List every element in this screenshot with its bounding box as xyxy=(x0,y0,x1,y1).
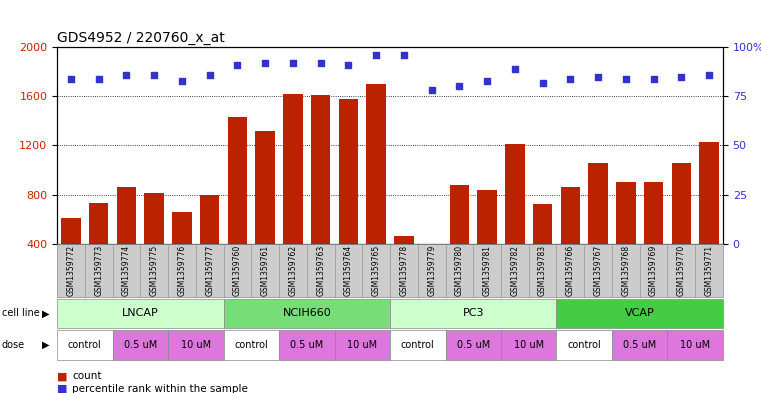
Bar xyxy=(367,84,386,244)
Text: GSM1359772: GSM1359772 xyxy=(66,244,75,296)
Bar xyxy=(116,187,136,244)
Text: 10 uM: 10 uM xyxy=(347,340,377,350)
Bar xyxy=(450,185,469,244)
Text: GSM1359777: GSM1359777 xyxy=(205,244,214,296)
Bar xyxy=(505,144,524,244)
Point xyxy=(454,83,466,90)
Text: ■: ■ xyxy=(57,371,68,382)
Text: control: control xyxy=(234,340,268,350)
Point xyxy=(231,62,244,68)
Text: GSM1359770: GSM1359770 xyxy=(677,244,686,296)
Point xyxy=(648,75,660,82)
Point xyxy=(120,72,132,78)
Text: GSM1359780: GSM1359780 xyxy=(455,244,464,296)
Bar xyxy=(672,163,691,244)
Bar xyxy=(228,117,247,244)
Point xyxy=(564,75,576,82)
Text: PC3: PC3 xyxy=(463,309,484,318)
Point xyxy=(259,60,271,66)
Text: count: count xyxy=(72,371,102,382)
Bar xyxy=(561,187,580,244)
Text: GSM1359781: GSM1359781 xyxy=(482,245,492,296)
Text: 0.5 uM: 0.5 uM xyxy=(623,340,656,350)
Text: dose: dose xyxy=(2,340,24,350)
Bar xyxy=(311,95,330,244)
Point xyxy=(370,52,382,58)
Text: control: control xyxy=(68,340,102,350)
Text: ■: ■ xyxy=(57,384,68,393)
Bar xyxy=(200,195,219,244)
Text: 0.5 uM: 0.5 uM xyxy=(290,340,323,350)
Text: control: control xyxy=(401,340,435,350)
Point xyxy=(287,60,299,66)
Text: 10 uM: 10 uM xyxy=(680,340,710,350)
Text: GSM1359762: GSM1359762 xyxy=(288,244,298,296)
Bar xyxy=(172,212,192,244)
Text: GSM1359767: GSM1359767 xyxy=(594,244,603,296)
Text: GSM1359771: GSM1359771 xyxy=(705,244,714,296)
Text: control: control xyxy=(568,340,601,350)
Point xyxy=(619,75,632,82)
Point xyxy=(65,75,77,82)
Bar xyxy=(339,99,358,244)
Point xyxy=(176,77,188,84)
Point xyxy=(314,60,326,66)
Text: GSM1359766: GSM1359766 xyxy=(566,244,575,296)
Point xyxy=(425,87,438,94)
Point xyxy=(537,79,549,86)
Point xyxy=(342,62,355,68)
Text: GSM1359761: GSM1359761 xyxy=(261,244,269,296)
Bar xyxy=(477,189,497,244)
Bar xyxy=(616,182,635,244)
Bar xyxy=(145,193,164,244)
Point xyxy=(703,72,715,78)
Bar xyxy=(89,203,108,244)
Bar xyxy=(61,218,81,244)
Text: GSM1359779: GSM1359779 xyxy=(427,244,436,296)
Text: 10 uM: 10 uM xyxy=(514,340,544,350)
Text: GSM1359760: GSM1359760 xyxy=(233,244,242,296)
Text: 0.5 uM: 0.5 uM xyxy=(124,340,157,350)
Text: GSM1359775: GSM1359775 xyxy=(150,244,159,296)
Point xyxy=(204,72,216,78)
Text: ▶: ▶ xyxy=(42,309,49,318)
Text: VCAP: VCAP xyxy=(625,309,654,318)
Text: 10 uM: 10 uM xyxy=(180,340,211,350)
Text: GSM1359763: GSM1359763 xyxy=(316,244,325,296)
Text: NCIH660: NCIH660 xyxy=(282,309,331,318)
Text: percentile rank within the sample: percentile rank within the sample xyxy=(72,384,248,393)
Text: GSM1359782: GSM1359782 xyxy=(511,245,519,296)
Point xyxy=(481,77,493,84)
Point xyxy=(148,72,161,78)
Point xyxy=(93,75,105,82)
Text: GSM1359774: GSM1359774 xyxy=(122,244,131,296)
Bar xyxy=(588,163,608,244)
Point xyxy=(592,73,604,80)
Text: ▶: ▶ xyxy=(42,340,49,350)
Point xyxy=(398,52,410,58)
Bar xyxy=(533,204,552,244)
Text: GSM1359783: GSM1359783 xyxy=(538,244,547,296)
Bar xyxy=(256,130,275,244)
Point xyxy=(509,66,521,72)
Bar xyxy=(422,244,441,251)
Bar xyxy=(394,236,413,244)
Text: GSM1359776: GSM1359776 xyxy=(177,244,186,296)
Bar xyxy=(699,142,719,244)
Bar xyxy=(644,182,664,244)
Point xyxy=(675,73,687,80)
Text: cell line: cell line xyxy=(2,309,40,318)
Text: GSM1359778: GSM1359778 xyxy=(400,244,409,296)
Text: GSM1359768: GSM1359768 xyxy=(621,244,630,296)
Text: GSM1359769: GSM1359769 xyxy=(649,244,658,296)
Text: 0.5 uM: 0.5 uM xyxy=(457,340,490,350)
Text: LNCAP: LNCAP xyxy=(122,309,159,318)
Text: GDS4952 / 220760_x_at: GDS4952 / 220760_x_at xyxy=(57,31,224,45)
Text: GSM1359773: GSM1359773 xyxy=(94,244,103,296)
Text: GSM1359765: GSM1359765 xyxy=(371,244,380,296)
Text: GSM1359764: GSM1359764 xyxy=(344,244,353,296)
Bar xyxy=(283,94,303,244)
